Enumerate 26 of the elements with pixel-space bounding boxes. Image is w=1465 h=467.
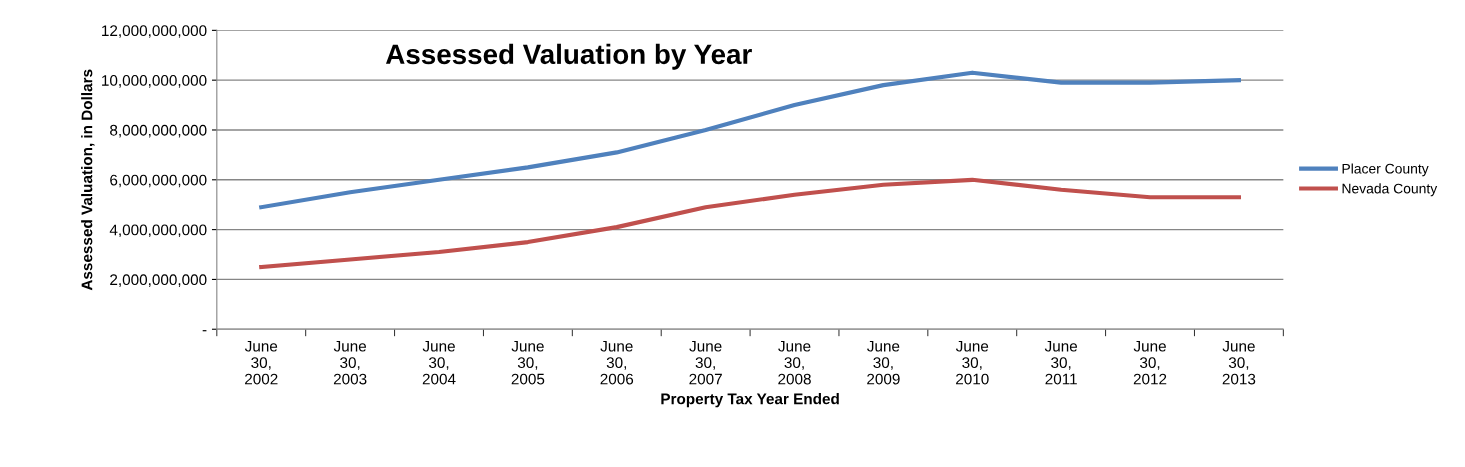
x-tick-label: June 30, 2007	[689, 340, 722, 385]
x-tick-label: June 30, 2010	[955, 340, 989, 385]
y-tick-label: 2,000,000,000	[110, 274, 207, 287]
y-tick-label: 10,000,000,000	[102, 75, 207, 88]
x-tick-label: June 30, 2005	[511, 340, 545, 385]
y-tick-label: 6,000,000,000	[110, 174, 207, 188]
line-series	[259, 70, 1241, 210]
x-tick-label: June 30, 2004	[422, 340, 456, 385]
legend-label: Placer County	[1342, 163, 1429, 177]
x-tick-label: June 30, 2011	[1044, 340, 1078, 385]
y-axis-title: Assessed Valuation, in Dollars	[81, 69, 95, 291]
y-tick-label: -	[202, 330, 207, 332]
chart-title: Assessed Valuation by Year	[385, 43, 752, 70]
x-axis-title: Property Tax Year Ended	[661, 393, 839, 408]
x-tick-label: June 30, 2009	[867, 340, 900, 385]
x-tick-label: June 30, 2013	[1222, 340, 1256, 385]
x-tick-label: June 30, 2006	[600, 340, 634, 385]
y-tick-label: 8,000,000,000	[110, 124, 207, 138]
x-tick-label: June 30, 2003	[333, 340, 367, 385]
x-tick-label: June 30, 2008	[778, 340, 811, 385]
legend-label: Nevada County	[1342, 183, 1438, 197]
line-series	[259, 177, 1241, 270]
x-tick-label: June 30, 2012	[1133, 340, 1167, 385]
x-tick-label: June 30, 2002	[244, 340, 278, 385]
y-tick-label: 4,000,000,000	[109, 224, 207, 238]
y-tick-label: 12,000,000,000	[102, 25, 207, 38]
